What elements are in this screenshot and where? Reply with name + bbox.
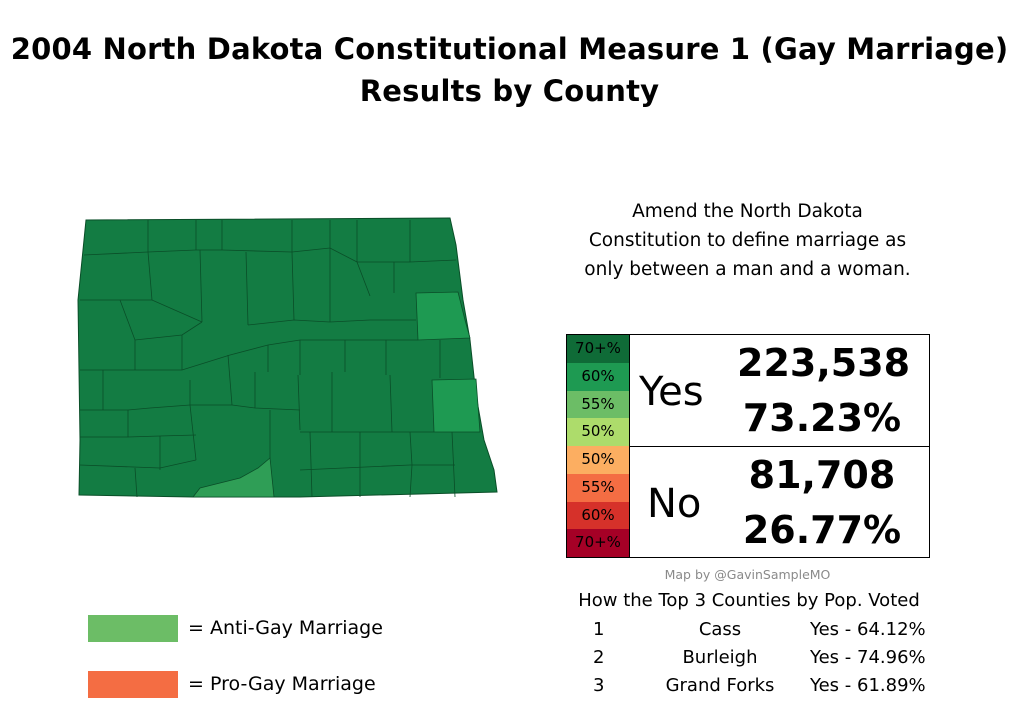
measure-description: Amend the North Dakota Constitution to d… xyxy=(560,197,935,284)
results-box: 70+% 60% 55% 50% 50% 55% 60% 70+% Yes 223,538 7… xyxy=(566,334,930,558)
scale-swatch: 50% xyxy=(567,418,629,446)
county-grand-forks xyxy=(415,291,471,341)
top3-row: 3 Grand Forks Yes - 61.89% xyxy=(560,675,940,701)
county-result: Yes - 64.12% xyxy=(810,619,926,640)
description-line-3: only between a man and a woman. xyxy=(584,259,911,280)
map-title: 2004 North Dakota Constitutional Measure… xyxy=(0,28,1019,112)
county-borders xyxy=(79,220,457,498)
title-line-1: 2004 North Dakota Constitutional Measure… xyxy=(10,32,1009,66)
scale-swatch: 60% xyxy=(567,362,629,391)
legend-anti-label: = Anti-Gay Marriage xyxy=(188,617,383,639)
top3-heading: How the Top 3 Counties by Pop. Voted xyxy=(578,590,920,611)
county-result: Yes - 74.96% xyxy=(810,647,926,668)
scale-swatch: 50% xyxy=(567,446,629,474)
scale-swatch: 70+% xyxy=(567,529,629,557)
legend-pro-swatch xyxy=(88,671,178,698)
description-line-2: Constitution to define marriage as xyxy=(588,230,907,251)
no-label: No xyxy=(647,481,702,527)
top3-row: 1 Cass Yes - 64.12% xyxy=(560,619,940,645)
map-credit: Map by @GavinSampleMO xyxy=(664,567,831,582)
scale-swatch: 60% xyxy=(567,501,629,530)
county-result: Yes - 61.89% xyxy=(810,675,926,696)
description-line-1: Amend the North Dakota xyxy=(632,201,863,222)
color-scale: 70+% 60% 55% 50% 50% 55% 60% 70+% xyxy=(567,335,629,557)
yes-label: Yes xyxy=(639,369,704,415)
state-shape xyxy=(77,217,498,498)
county-sioux xyxy=(192,457,275,498)
legend-anti-swatch xyxy=(88,615,178,642)
rank: 2 xyxy=(593,647,605,668)
results-divider xyxy=(629,446,929,447)
rank: 3 xyxy=(593,675,605,696)
scale-swatch: 55% xyxy=(567,390,629,419)
north-dakota-county-map xyxy=(77,217,498,498)
scale-swatch: 55% xyxy=(567,473,629,502)
county-name: Grand Forks xyxy=(665,675,775,696)
rank: 1 xyxy=(593,619,605,640)
yes-percent: 73.23% xyxy=(742,396,902,440)
title-line-2: Results by County xyxy=(359,74,660,108)
county-cass xyxy=(431,378,481,433)
county-name: Cass xyxy=(698,619,742,640)
scale-swatch: 70+% xyxy=(567,335,629,363)
county-name: Burleigh xyxy=(682,647,758,668)
no-percent: 26.77% xyxy=(742,508,902,552)
legend-pro-label: = Pro-Gay Marriage xyxy=(188,673,376,695)
top3-row: 2 Burleigh Yes - 74.96% xyxy=(560,647,940,673)
yes-votes: 223,538 xyxy=(737,341,911,385)
no-votes: 81,708 xyxy=(748,453,896,497)
